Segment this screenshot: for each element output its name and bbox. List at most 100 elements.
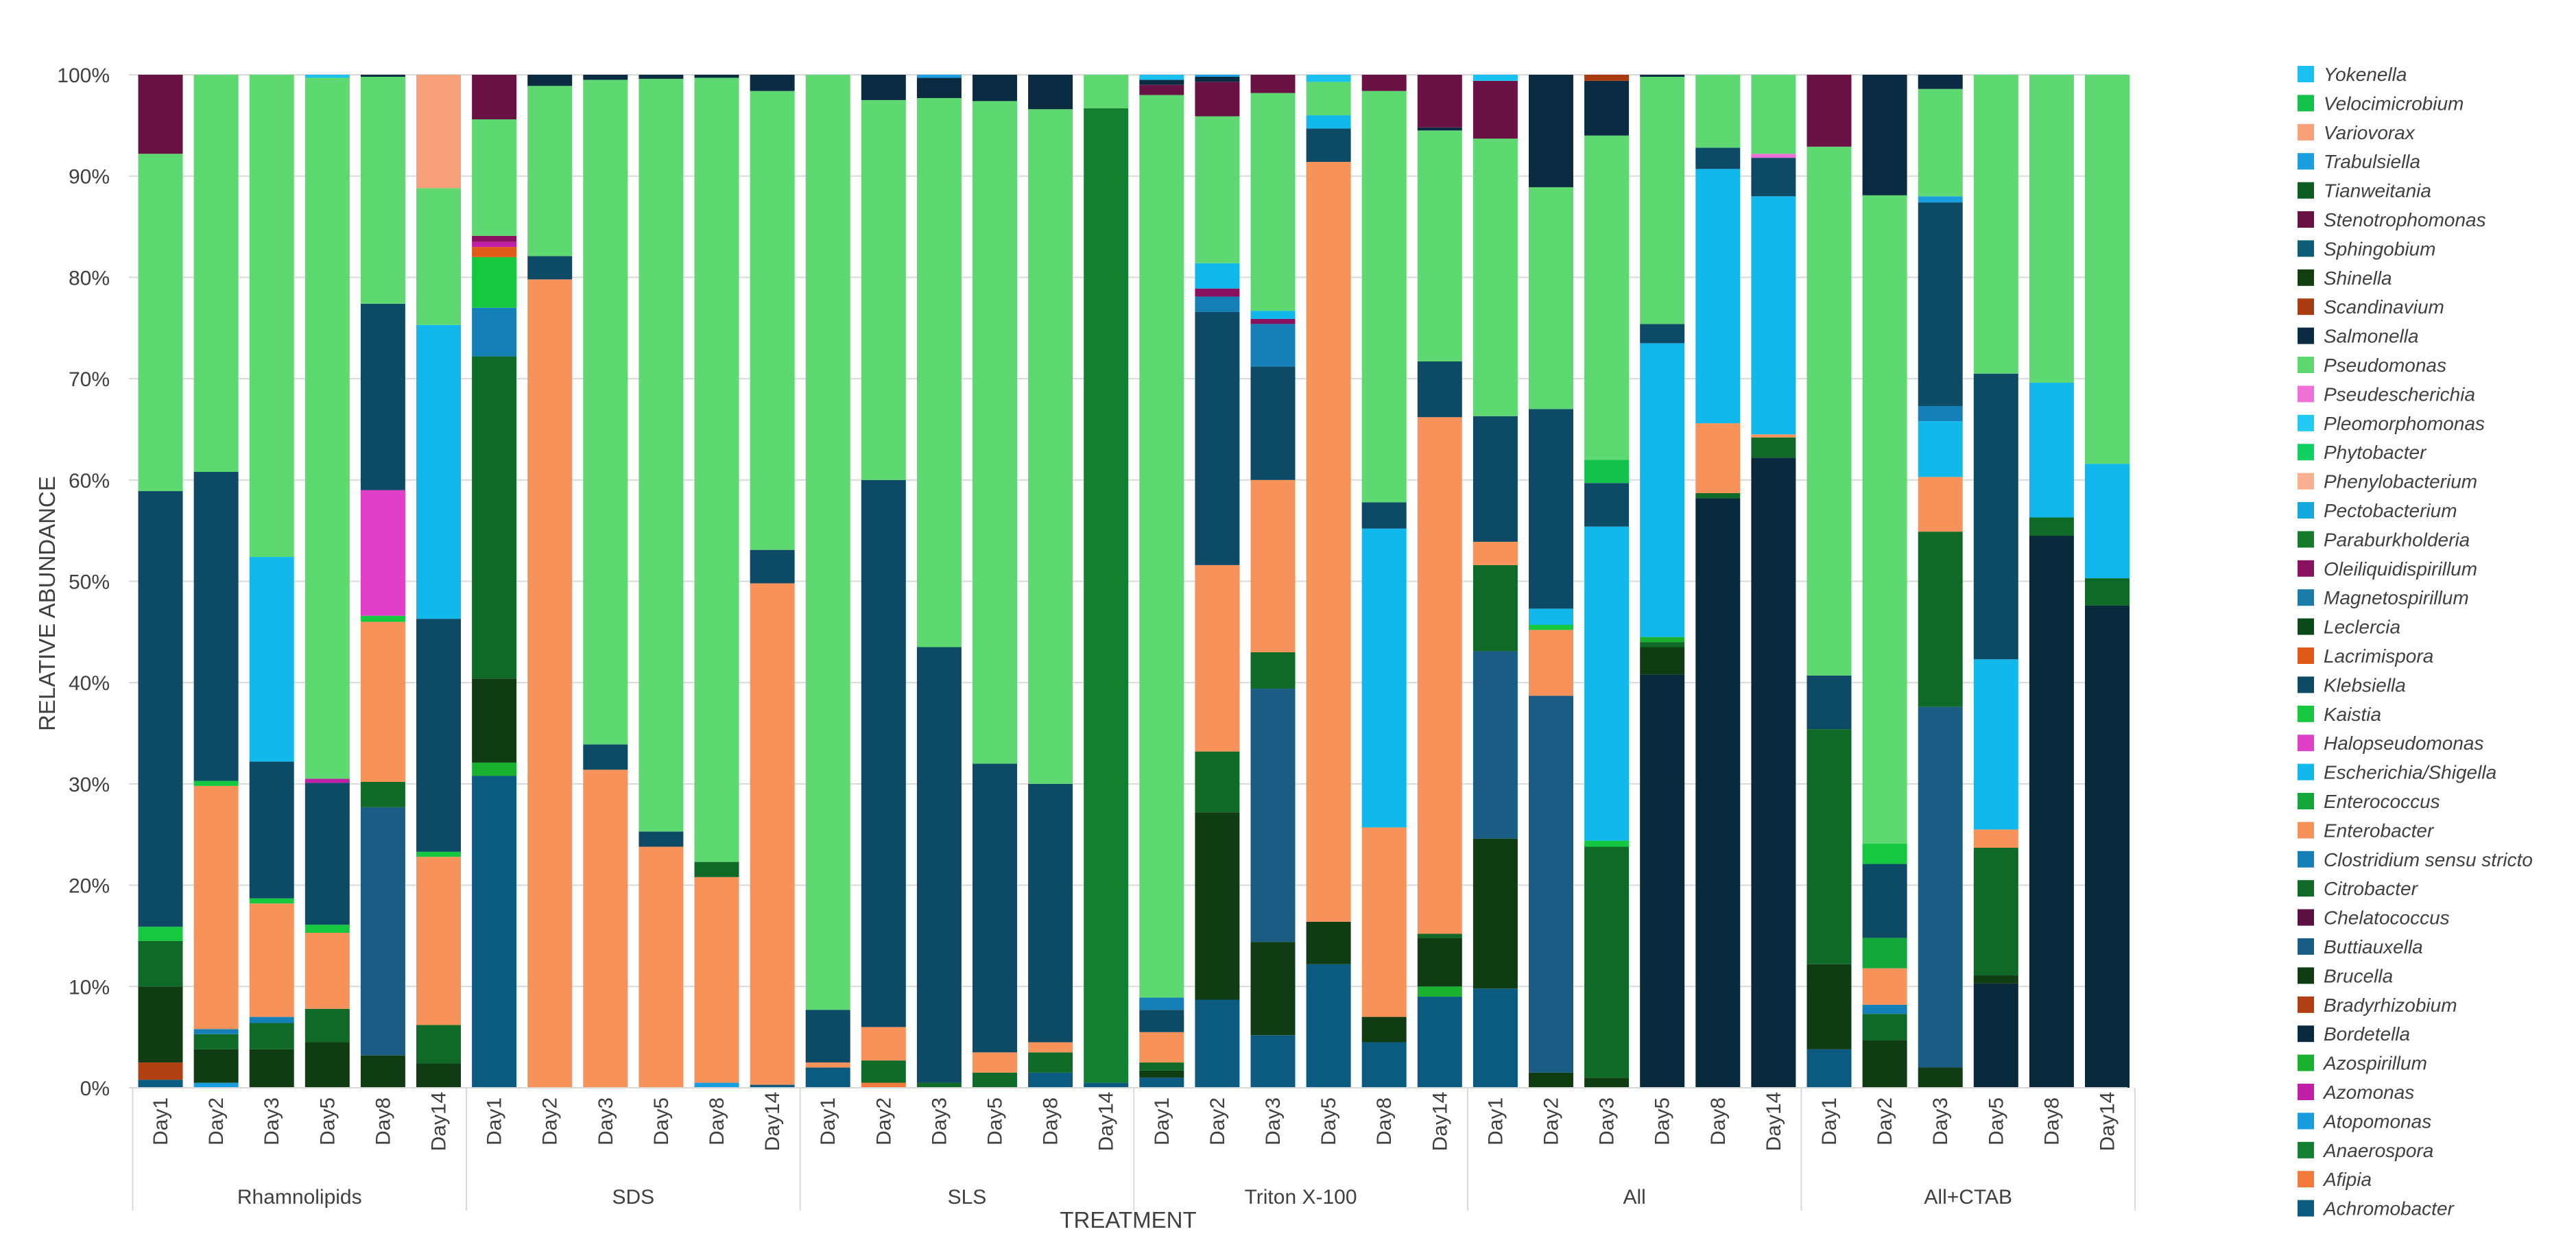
bar-segment xyxy=(305,78,350,779)
x-tick-label: Day1 xyxy=(817,1097,839,1145)
legend-label: Velocimicrobium xyxy=(2324,93,2464,114)
bar-segment xyxy=(1250,1035,1296,1088)
legend-item: Atopomonas xyxy=(2298,1110,2431,1132)
bar-segment xyxy=(1806,729,1852,964)
bar xyxy=(1139,75,1184,1088)
legend-item: Bordetella xyxy=(2298,1023,2410,1045)
bar-segment xyxy=(1918,88,1963,197)
legend-item: Kaistia xyxy=(2298,704,2381,725)
legend-item: Paraburkholderia xyxy=(2298,529,2470,550)
bar-segment xyxy=(1751,158,1796,197)
bar-segment xyxy=(416,1063,461,1088)
legend-item: Oleiliquidispirillum xyxy=(2298,558,2477,580)
bar-segment xyxy=(1195,564,1240,752)
bar-segment xyxy=(1028,109,1073,784)
x-tick-label: Day2 xyxy=(872,1097,895,1145)
bar-segment xyxy=(861,99,906,480)
bar-segment xyxy=(1361,1042,1407,1088)
bar-segment xyxy=(1973,75,2018,374)
legend-label: Scandinavium xyxy=(2324,296,2444,318)
legend-item: Enterococcus xyxy=(2298,791,2440,812)
bar-segment xyxy=(527,279,573,1088)
bar-segment xyxy=(1529,1072,1573,1088)
x-tick-label: Day5 xyxy=(316,1097,339,1145)
bar-segment xyxy=(1918,532,1963,707)
bar-segment xyxy=(1529,695,1573,1073)
bar-segment xyxy=(1250,942,1296,1036)
bar-segment xyxy=(805,75,850,1010)
bar-segment xyxy=(1250,311,1296,319)
bar-segment xyxy=(360,807,405,1056)
legend-item: Leclercia xyxy=(2298,617,2400,638)
x-tick-label: Day14 xyxy=(2097,1092,2119,1152)
bar-segment xyxy=(1472,564,1518,652)
legend-item: Azospirillum xyxy=(2298,1053,2427,1074)
bar-segment xyxy=(1640,647,1685,675)
x-tick-label: Day1 xyxy=(1151,1097,1173,1145)
y-tick-label: 80% xyxy=(69,267,110,289)
legend-label: Phenylobacterium xyxy=(2324,471,2477,492)
bar-segment xyxy=(1973,659,2018,830)
bar-segment xyxy=(472,678,517,763)
bar xyxy=(249,75,294,1088)
bar-segment xyxy=(2085,605,2130,1088)
x-tick-label: Day8 xyxy=(1040,1097,1062,1145)
bar-segment xyxy=(1695,75,1741,148)
legend-swatch xyxy=(2298,357,2314,373)
bar-segment xyxy=(1529,608,1573,626)
bar-segment xyxy=(472,241,517,248)
bar-segment xyxy=(583,744,628,770)
bar-segment xyxy=(973,101,1017,764)
bar-segment xyxy=(1361,528,1407,828)
bar-segment xyxy=(1584,460,1630,484)
bar-segment xyxy=(249,903,294,1017)
bar-segment xyxy=(1806,75,1852,147)
x-tick-label: Day3 xyxy=(1929,1097,1952,1145)
bar-segment xyxy=(1529,409,1573,609)
bar-segment xyxy=(1640,674,1685,1088)
legend-label: Sphingobium xyxy=(2324,238,2435,259)
x-tick-label: Day3 xyxy=(928,1097,951,1145)
bar-segment xyxy=(1862,1004,1907,1014)
legend-label: Paraburkholderia xyxy=(2324,529,2470,550)
bar-segment xyxy=(1862,844,1907,864)
bar-segment xyxy=(249,557,294,762)
bars xyxy=(138,75,2130,1088)
bar xyxy=(1862,75,1907,1088)
bar-segment xyxy=(2029,75,2074,383)
bar-segment xyxy=(1195,116,1240,263)
y-tick-label: 20% xyxy=(69,875,110,898)
bar-segment xyxy=(973,1052,1017,1073)
bar-segment xyxy=(1028,1072,1073,1088)
bar-segment xyxy=(1472,416,1518,542)
bar-segment xyxy=(1250,689,1296,942)
bar-segment xyxy=(1918,421,1963,477)
bar-segment xyxy=(1695,169,1741,424)
x-tick-label: Day5 xyxy=(984,1097,1007,1145)
legend-swatch xyxy=(2298,1084,2314,1100)
group-label: All+CTAB xyxy=(1924,1186,2012,1209)
x-tick-label: Day8 xyxy=(2040,1097,2063,1145)
bar-segment xyxy=(1361,91,1407,503)
y-tick-label: 10% xyxy=(69,976,110,999)
legend-swatch xyxy=(2298,735,2314,752)
x-axis-title: TREATMENT xyxy=(1060,1207,1196,1233)
bar-segment xyxy=(1306,115,1351,129)
bar-segment xyxy=(1918,196,1963,203)
bar-segment xyxy=(694,75,739,78)
bar-segment xyxy=(1751,457,1796,1088)
bar-segment xyxy=(1584,846,1630,1078)
bar-segment xyxy=(2085,578,2130,606)
group-label: SDS xyxy=(612,1186,655,1209)
bar-segment xyxy=(1306,128,1351,163)
group-label: Rhamnolipids xyxy=(237,1186,362,1209)
y-axis-ticks: 0% 10% 20% 30% 40% 50% 60% 70% 80% 90% 100% xyxy=(57,64,110,1100)
bar-segment xyxy=(1472,651,1518,839)
bar-segment xyxy=(1195,311,1240,565)
legend-label: Salmonella xyxy=(2324,326,2419,347)
bar xyxy=(2029,75,2074,1088)
legend-label: Halopseudomonas xyxy=(2324,733,2484,754)
bar xyxy=(639,75,684,1088)
bar-segment xyxy=(1195,999,1240,1088)
legend-label: Shinella xyxy=(2324,267,2392,289)
